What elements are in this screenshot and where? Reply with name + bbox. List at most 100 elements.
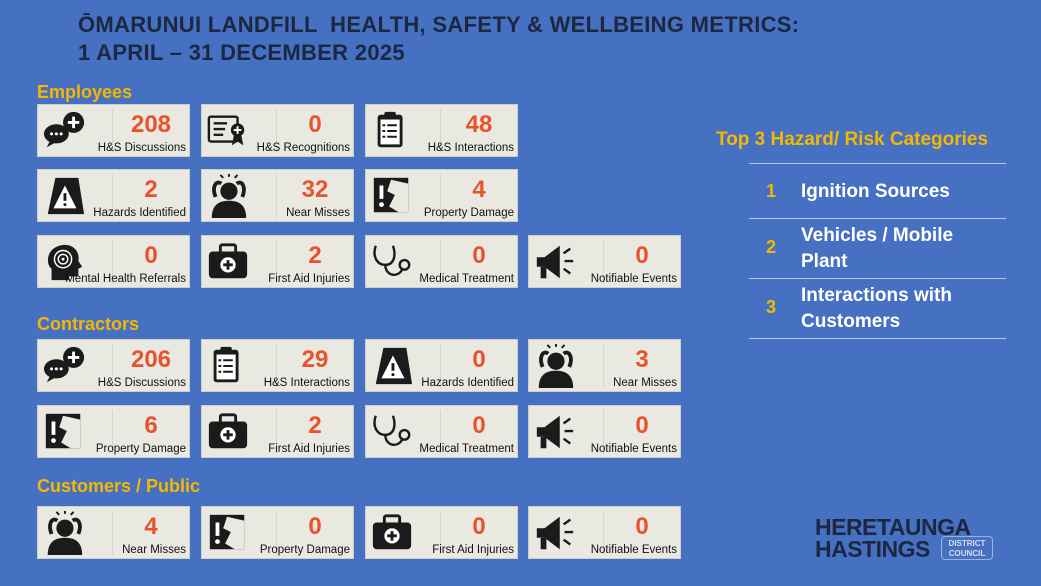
metric-value: 0 [472,242,486,269]
metric-label: H&S Interactions [263,377,350,389]
metric-value: 48 [465,111,493,138]
metric-value: 0 [472,513,486,540]
divider [276,240,277,284]
divider [440,109,441,153]
icon [207,115,245,146]
metric-label: First Aid Injuries [268,273,350,285]
divider [276,511,277,555]
metric-label: Notifiable Events [590,544,677,556]
metric-value: 0 [308,111,322,138]
metric-card: 2 Hazards Identified [37,169,190,222]
metric-card: 0 Mental Health Referrals [37,235,190,288]
metric-value: 208 [130,111,172,138]
icon [538,344,574,388]
icon [377,111,403,148]
hazard-rank: 1 [766,181,777,201]
divider [603,511,604,555]
metric-value: 0 [635,412,649,439]
divider [276,410,277,454]
metric-card: 0 Notifiable Events [528,506,681,559]
metric-card: 206 H&S Discussions [37,339,190,392]
metric-value: 4 [144,513,158,540]
metric-label: First Aid Injuries [268,443,350,455]
section-heading: Customers / Public [37,476,201,496]
metric-label: H&S Interactions [427,142,514,154]
metric-card: 3 Near Misses [528,339,681,392]
metric-value: 2 [308,242,322,269]
metric-value: 4 [472,176,486,203]
icon [47,244,83,281]
divider [603,240,604,284]
icon [211,174,247,218]
metric-value: 32 [301,176,329,203]
icon [45,413,81,449]
metric-label: Hazards Identified [93,207,186,219]
metric-value: 0 [472,412,486,439]
metric-value: 29 [301,346,329,373]
metric-label: Medical Treatment [419,443,514,455]
hazards-heading: Top 3 Hazard/ Risk Categories [716,129,989,150]
divider [440,511,441,555]
hazard-row: 3 Interactions with Customers [749,278,1006,339]
metric-label: First Aid Injuries [432,544,514,556]
metric-card: 0 Medical Treatment [365,405,518,458]
divider [276,344,277,388]
metric-card: 32 Near Misses [201,169,354,222]
divider [440,344,441,388]
hazard-row: 2 Vehicles / Mobile Plant [749,218,1006,274]
title: 1 APRIL – 31 DECEMBER 2025 [78,40,405,65]
icon [536,245,574,279]
divider [112,344,113,388]
metric-value: 0 [308,513,322,540]
icon [208,413,248,449]
icon [47,177,85,215]
icon [43,346,85,383]
divider [440,174,441,218]
icon [536,516,574,550]
divider [440,240,441,284]
hazard-rank: 2 [766,237,777,257]
metric-card: 6 Property Damage [37,405,190,458]
metric-card: 0 Notifiable Events [528,405,681,458]
metric-card: 208 H&S Discussions [37,104,190,157]
metric-value: 206 [130,346,172,373]
icon [373,415,411,446]
divider [112,109,113,153]
logo-text: HASTINGS [815,536,930,562]
hazard-row: 1 Ignition Sources [749,163,1006,219]
metric-label: H&S Discussions [97,142,186,154]
divider [276,174,277,218]
hazard-text: Ignition Sources [801,181,950,202]
metric-label: H&S Recognitions [256,142,350,154]
icon [375,347,413,385]
metric-card: 0 Property Damage [201,506,354,559]
logo-badge: DISTRICT COUNCIL [941,536,993,560]
metric-card: 2 First Aid Injuries [201,235,354,288]
metric-card: 29 H&S Interactions [201,339,354,392]
metric-card: 0 Medical Treatment [365,235,518,288]
metric-label: Hazards Identified [421,377,514,389]
logo-badge-text: DISTRICT [948,539,986,548]
divider [112,511,113,555]
logo-text: HERETAUNGA [815,514,971,540]
metric-value: 0 [635,513,649,540]
metric-value: 2 [144,176,158,203]
metric-label: Mental Health Referrals [65,273,186,285]
metric-card: 4 Property Damage [365,169,518,222]
metric-card: 0 Hazards Identified [365,339,518,392]
metric-card: 2 First Aid Injuries [201,405,354,458]
icon [209,514,245,550]
metric-card: 0 Notifiable Events [528,235,681,288]
icon [536,415,574,449]
icon [213,346,239,383]
metric-value: 0 [635,242,649,269]
metric-label: Notifiable Events [590,443,677,455]
metric-card: 48 H&S Interactions [365,104,518,157]
metric-value: 0 [472,346,486,373]
icon [373,245,411,276]
metric-label: Near Misses [286,207,350,219]
metric-label: Notifiable Events [590,273,677,285]
section-heading: Contractors [37,314,140,334]
divider [276,109,277,153]
title: ŌMARUNUI LANDFILL HEALTH, SAFETY & WELLB… [78,12,800,37]
